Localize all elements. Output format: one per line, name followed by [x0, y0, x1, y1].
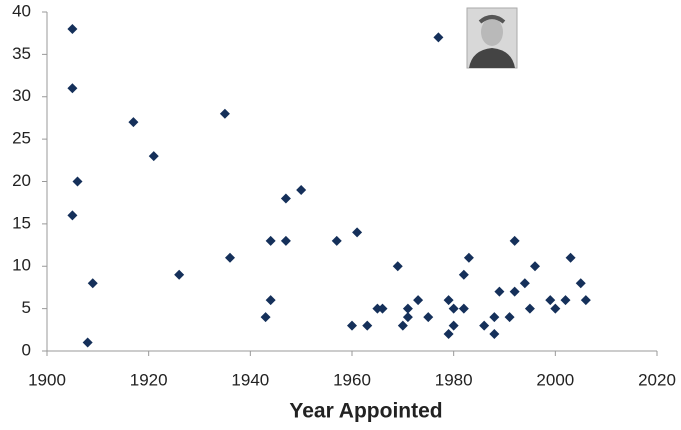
point: [520, 278, 530, 288]
point: [266, 236, 276, 246]
y-tick-label: 0: [22, 340, 31, 359]
point: [505, 312, 515, 322]
point: [444, 329, 454, 339]
point: [281, 193, 291, 203]
point: [393, 261, 403, 271]
point: [433, 32, 443, 42]
y-tick-label: 20: [12, 171, 31, 190]
point: [403, 304, 413, 314]
point: [332, 236, 342, 246]
point: [413, 295, 423, 305]
point: [464, 253, 474, 263]
point: [581, 295, 591, 305]
x-tick-label: 2020: [638, 370, 676, 389]
point: [489, 312, 499, 322]
point: [362, 321, 372, 331]
x-tick-label: 1960: [333, 370, 371, 389]
y-tick-label: 5: [22, 298, 31, 317]
point: [449, 304, 459, 314]
portrait: [467, 8, 517, 68]
point: [545, 295, 555, 305]
point: [73, 177, 83, 187]
point: [378, 304, 388, 314]
point: [266, 295, 276, 305]
point: [561, 295, 571, 305]
point: [525, 304, 535, 314]
point: [479, 321, 489, 331]
point: [225, 253, 235, 263]
point: [550, 304, 560, 314]
x-tick-label: 2000: [536, 370, 574, 389]
point: [352, 227, 362, 237]
y-tick-label: 30: [12, 86, 31, 105]
point: [494, 287, 504, 297]
x-tick-label: 1940: [231, 370, 269, 389]
point: [347, 321, 357, 331]
y-tick-label: 25: [12, 129, 31, 148]
point: [149, 151, 159, 161]
point: [67, 210, 77, 220]
point: [88, 278, 98, 288]
point: [576, 278, 586, 288]
y-tick-label: 15: [12, 213, 31, 232]
point: [174, 270, 184, 280]
point: [281, 236, 291, 246]
point: [128, 117, 138, 127]
point: [489, 329, 499, 339]
point: [83, 338, 93, 348]
point: [261, 312, 271, 322]
x-tick-label: 1920: [130, 370, 168, 389]
point: [530, 261, 540, 271]
point: [296, 185, 306, 195]
point: [510, 287, 520, 297]
point: [220, 109, 230, 119]
point: [67, 83, 77, 93]
y-tick-label: 35: [12, 44, 31, 63]
point: [449, 321, 459, 331]
point: [510, 236, 520, 246]
y-tick-label: 10: [12, 256, 31, 275]
point: [398, 321, 408, 331]
x-axis-label: Year Appointed: [289, 400, 442, 423]
point: [566, 253, 576, 263]
y-tick-label: 40: [12, 1, 31, 20]
point: [459, 304, 469, 314]
point: [444, 295, 454, 305]
point: [423, 312, 433, 322]
point: [67, 24, 77, 34]
x-tick-label: 1980: [435, 370, 473, 389]
point: [459, 270, 469, 280]
chart: Year Appointed 0 5 10 15 20 25 30 35 40 1900 1920 1…: [0, 0, 681, 430]
x-tick-label: 1900: [28, 370, 66, 389]
